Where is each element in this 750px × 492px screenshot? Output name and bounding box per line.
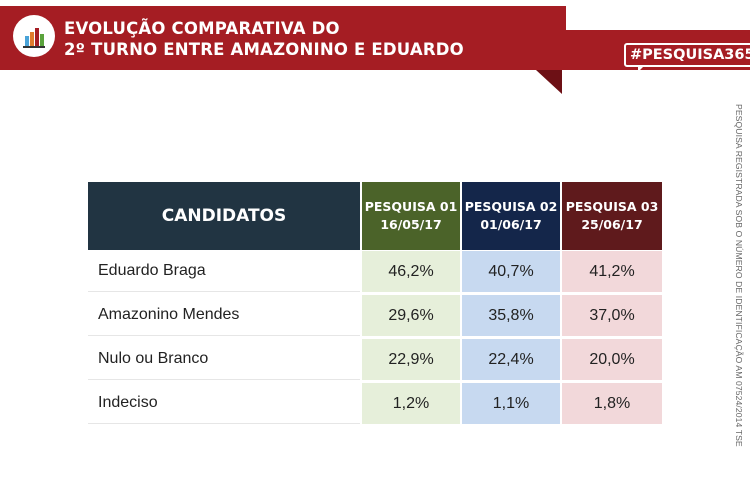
brand-tagline: Informações inteligentes <box>632 71 734 81</box>
table-row: Indeciso 1,2% 1,1% 1,8% <box>88 380 662 424</box>
table-header-row: CANDIDATOS PESQUISA 01 16/05/17 PESQUISA… <box>88 182 662 250</box>
title-line-2: 2º TURNO ENTRE AMAZONINO E EDUARDO <box>64 40 464 59</box>
value-cell-pesquisa-02: 40,7% <box>460 250 560 292</box>
brand-name: #PESQUISA365 <box>624 43 750 72</box>
value-cell-pesquisa-03: 20,0% <box>560 336 662 380</box>
table-row: Eduardo Braga 46,2% 40,7% 41,2% <box>88 250 662 292</box>
logo-badge <box>13 15 55 57</box>
table-row: Amazonino Mendes 29,6% 35,8% 37,0% <box>88 292 662 336</box>
candidate-name: Nulo ou Branco <box>88 336 360 380</box>
bar-chart-icon <box>23 28 45 48</box>
pesquisa-01-date: 16/05/17 <box>380 217 442 232</box>
title-line-1: EVOLUÇÃO COMPARATIVA DO <box>64 19 340 38</box>
value-cell-pesquisa-01: 1,2% <box>360 380 460 424</box>
candidate-name: Eduardo Braga <box>88 250 360 292</box>
value-cell-pesquisa-03: 37,0% <box>560 292 662 336</box>
value-cell-pesquisa-01: 29,6% <box>360 292 460 336</box>
table-body: Eduardo Braga 46,2% 40,7% 41,2% Amazonino Me… <box>88 250 662 424</box>
value-cell-pesquisa-03: 1,8% <box>560 380 662 424</box>
value-cell-pesquisa-02: 35,8% <box>460 292 560 336</box>
pesquisa-03-label: PESQUISA 03 <box>565 199 659 214</box>
header-pesquisa-02: PESQUISA 02 01/06/17 <box>460 182 560 250</box>
pesquisa-01-label: PESQUISA 01 <box>364 199 458 214</box>
candidate-name: Indeciso <box>88 380 360 424</box>
table-row: Nulo ou Branco 22,9% 22,4% 20,0% <box>88 336 662 380</box>
header-pesquisa-03: PESQUISA 03 25/06/17 <box>560 182 662 250</box>
page-title: EVOLUÇÃO COMPARATIVA DO 2º TURNO ENTRE A… <box>64 18 464 60</box>
value-cell-pesquisa-02: 1,1% <box>460 380 560 424</box>
pesquisa-02-date: 01/06/17 <box>480 217 542 232</box>
registration-note: PESQUISA REGISTRADA SOB O NÚMERO DE IDEN… <box>734 104 744 447</box>
value-cell-pesquisa-03: 41,2% <box>560 250 662 292</box>
candidate-name: Amazonino Mendes <box>88 292 360 336</box>
banner-fold <box>536 70 562 94</box>
header-pesquisa-01: PESQUISA 01 16/05/17 <box>360 182 460 250</box>
results-table: CANDIDATOS PESQUISA 01 16/05/17 PESQUISA… <box>88 182 662 424</box>
value-cell-pesquisa-02: 22,4% <box>460 336 560 380</box>
value-cell-pesquisa-01: 22,9% <box>360 336 460 380</box>
brand-logo: #PESQUISA365 Informações inteligentes <box>624 43 750 81</box>
pesquisa-02-label: PESQUISA 02 <box>464 199 558 214</box>
value-cell-pesquisa-01: 46,2% <box>360 250 460 292</box>
pesquisa-03-date: 25/06/17 <box>581 217 643 232</box>
header-candidates: CANDIDATOS <box>88 182 360 250</box>
